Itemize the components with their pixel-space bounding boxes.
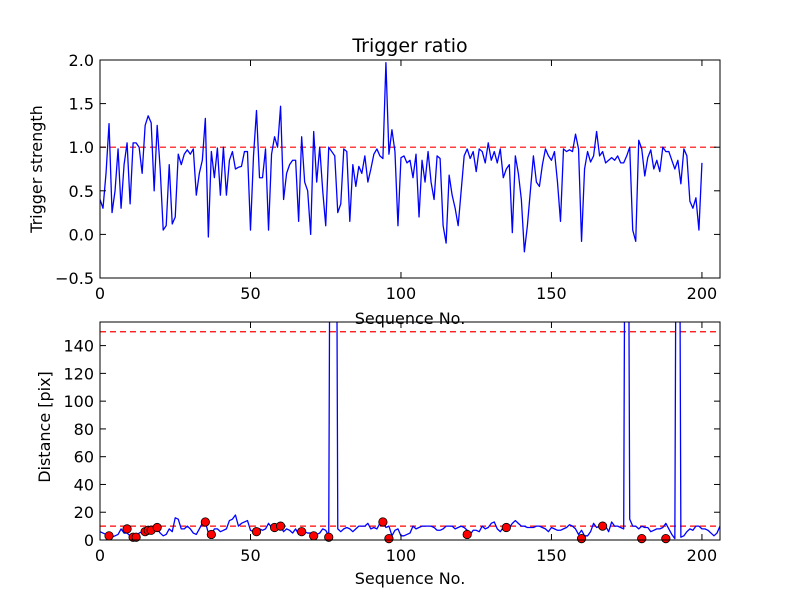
- distance-x-tick-label: 0: [95, 546, 105, 565]
- distance-marker-point: [206, 529, 216, 540]
- distance-marker-point: [324, 532, 334, 542]
- trigger-y-tick-label: 1.5: [69, 95, 94, 114]
- distance-marker-point: [131, 532, 141, 542]
- trigger-y-tick-label: 0.5: [69, 182, 94, 201]
- trigger-y-tick-label: 1.0: [69, 138, 94, 157]
- distance-marker-point: [275, 521, 286, 531]
- distance-marker-point: [378, 517, 388, 527]
- distance-marker-point: [576, 534, 587, 544]
- trigger-axes-frame: [99, 59, 721, 279]
- distance-y-tick-label: 20: [74, 503, 94, 522]
- trigger-y-axis-label: Trigger strength: [27, 105, 46, 234]
- distance-x-tick-label: 50: [240, 546, 260, 565]
- trigger-x-tick-label: 150: [536, 284, 567, 303]
- trigger-x-tick-label: 200: [687, 284, 718, 303]
- distance-marker-point: [122, 524, 132, 534]
- distance-y-tick-label: 40: [74, 475, 94, 494]
- distance-y-tick-label: 100: [63, 392, 94, 411]
- trigger-x-tick-label: 50: [240, 284, 260, 303]
- distance-x-tick-label: 200: [687, 546, 718, 565]
- trigger-y-tick-label: 0.0: [69, 225, 94, 244]
- distance-y-tick-label: 60: [74, 448, 94, 467]
- chart-title: Trigger ratio: [351, 35, 467, 57]
- trigger-x-axis-label: Sequence No.: [355, 309, 466, 328]
- distance-marker-point: [661, 534, 671, 544]
- trigger-y-tick-label: −0.5: [55, 269, 94, 288]
- trigger-x-tick-label: 100: [386, 284, 417, 303]
- distance-marker-point: [637, 534, 647, 544]
- distance-y-tick-label: 80: [74, 420, 94, 439]
- trigger-plot-area: [100, 61, 720, 253]
- distance-plot-content: [100, 322, 720, 544]
- trigger-ratio-chart: Trigger ratio 0 50 100 150 200 −0.5 0.0 0.5 1.0 1…: [27, 35, 721, 328]
- trigger-series-line: [100, 61, 703, 253]
- distance-x-tick-label: 100: [386, 546, 417, 565]
- trigger-plot-content: [100, 61, 720, 253]
- distance-chart: 0 50 100 150 200 0 20 40 60 80 100 120 140 Sequence …: [35, 321, 721, 588]
- distance-y-tick-label: 120: [63, 364, 94, 383]
- trigger-y-tick-label: 2.0: [69, 51, 94, 70]
- distance-ticks: 0 50 100 150 200 0 20 40 60 80 100 120 140: [63, 322, 720, 565]
- distance-marker-point: [297, 527, 307, 537]
- distance-marker-point: [384, 534, 394, 544]
- trigger-x-tick-label: 0: [95, 284, 105, 303]
- distance-marker-point: [152, 522, 162, 533]
- distance-marker-point: [598, 521, 608, 531]
- distance-axes-frame: [99, 321, 721, 541]
- distance-x-tick-label: 150: [536, 546, 567, 565]
- distance-marker-point: [501, 522, 511, 533]
- distance-marker-point: [251, 527, 262, 537]
- distance-x-axis-label: Sequence No.: [355, 569, 466, 588]
- distance-marker-point: [462, 529, 472, 540]
- distance-marker-point: [200, 517, 210, 527]
- trigger-ticks: 0 50 100 150 200 −0.5 0.0 0.5 1.0 1.5 2.0: [55, 51, 720, 303]
- distance-y-tick-label: 140: [63, 337, 94, 356]
- distance-y-tick-label: 0: [84, 531, 94, 550]
- distance-y-axis-label: Distance [pix]: [35, 371, 54, 483]
- distance-marker-point: [309, 531, 319, 541]
- distance-marker-point: [104, 531, 114, 541]
